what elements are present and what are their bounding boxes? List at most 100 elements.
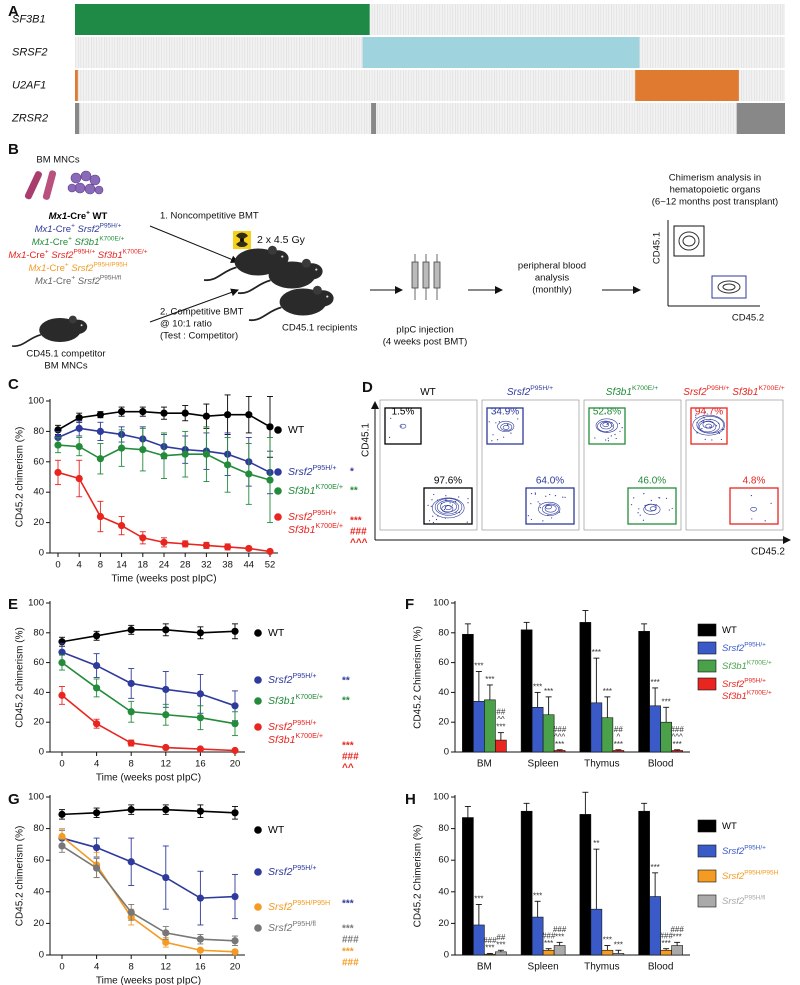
- x-tick-label: Spleen: [528, 759, 559, 770]
- legend-label-part: P95H/+: [744, 677, 766, 684]
- panel-letter: F: [405, 596, 414, 613]
- x-tick-label: Blood: [648, 759, 674, 770]
- legend-label: Sf3b1K700E/+: [268, 732, 323, 746]
- event: [638, 508, 640, 510]
- point: [93, 632, 101, 640]
- gate: [486, 407, 524, 445]
- gate-percent: 52.8%: [593, 407, 621, 418]
- point: [96, 411, 104, 419]
- point: [127, 679, 135, 688]
- significance: **: [342, 696, 350, 707]
- error-bar: [582, 791, 589, 815]
- point: [162, 626, 170, 634]
- event: [467, 502, 469, 504]
- point: [75, 474, 83, 483]
- event: [709, 418, 711, 420]
- y-tick-label: 60: [33, 456, 44, 467]
- y-tick-label: 0: [444, 950, 449, 961]
- y-tick-label: 100: [28, 792, 44, 803]
- legend-swatch: [697, 819, 717, 833]
- genotype-part: -Cre: [26, 250, 44, 261]
- legend-label-part: Srsf2: [722, 871, 745, 882]
- point: [196, 745, 204, 753]
- gate-percent: 46.0%: [638, 476, 666, 487]
- event: [527, 515, 529, 517]
- panel-letter: G: [8, 791, 20, 808]
- event: [534, 492, 536, 494]
- genotype-part: P95H/fl: [100, 274, 121, 281]
- cell-icon: [67, 170, 104, 195]
- y-tick-label: 20: [33, 918, 44, 929]
- significance: ###: [670, 725, 684, 734]
- y-tick-label: 40: [33, 886, 44, 897]
- gate-percent: 1.5%: [392, 407, 415, 418]
- significance: ***: [342, 924, 354, 935]
- legend-label: Srsf2P95H/P95H: [722, 869, 779, 881]
- event: [496, 439, 499, 441]
- legend-label-part: K700E/+: [747, 689, 772, 696]
- point: [58, 810, 66, 818]
- legend-label-part: WT: [722, 625, 737, 636]
- legend-label: Sf3b1K700E/+: [268, 693, 323, 707]
- x-tick-label: Spleen: [528, 962, 559, 973]
- significance: ***: [342, 741, 354, 752]
- legend-label-part: Srsf2: [722, 896, 745, 907]
- point: [96, 512, 104, 521]
- point: [196, 690, 204, 698]
- event: [711, 439, 713, 441]
- bar: [612, 953, 625, 956]
- event: [642, 519, 645, 521]
- contour: [439, 501, 457, 513]
- genotype: Mx1-Cre+ Srsf2P95H/+ Sf3b1K700E/+: [8, 248, 147, 260]
- x-tick-label: 24: [159, 560, 170, 571]
- genotype-part: Mx1: [28, 263, 46, 274]
- contour: [699, 421, 717, 433]
- point: [245, 470, 253, 478]
- y-tick-label: 0: [39, 548, 44, 559]
- y-axis-label: CD45.2 chimerism (%): [15, 427, 26, 528]
- bar: [638, 810, 650, 956]
- genotype-part: -Cre: [46, 263, 64, 274]
- legend-label-part: Sf3b1: [268, 695, 295, 707]
- genotype-part: Mx1: [35, 224, 53, 235]
- series-line: [61, 808, 236, 816]
- y-tick-label: 40: [33, 487, 44, 498]
- event: [431, 499, 433, 501]
- event: [542, 520, 544, 522]
- gene-label: SF3B1: [12, 13, 46, 25]
- label: hematopoietic organs: [670, 185, 761, 196]
- significance: ***: [474, 895, 483, 904]
- mouse-icon: [248, 285, 334, 322]
- legend-label: Srsf2P95H/+: [288, 509, 336, 523]
- event: [530, 493, 533, 495]
- event: [718, 422, 720, 424]
- x-tick-label: 20: [230, 759, 241, 770]
- point: [93, 661, 101, 670]
- mouse-eye: [315, 268, 318, 271]
- y-axis-label: CD45.2 Chimerism (%): [413, 825, 424, 928]
- alteration: [362, 37, 640, 68]
- error-bar: [593, 657, 600, 703]
- label: BM MNCs: [36, 155, 80, 166]
- event: [454, 500, 457, 503]
- event: [643, 493, 645, 495]
- mouse-icon: [237, 258, 323, 295]
- event: [455, 511, 457, 514]
- bar: [601, 949, 614, 956]
- event: [655, 504, 657, 506]
- error-bar: [674, 941, 681, 946]
- event: [488, 421, 490, 423]
- x-axis-label: Time (weeks post pIpC): [96, 976, 201, 985]
- significance: *: [350, 467, 354, 478]
- event: [696, 431, 698, 433]
- significance: ***: [661, 939, 670, 948]
- point: [231, 892, 239, 901]
- contour: [502, 425, 510, 430]
- error-bar: [545, 696, 552, 715]
- legend-label-part: Srsf2: [268, 721, 293, 733]
- gate: [423, 487, 473, 525]
- flow-title-part: Srsf2: [507, 387, 531, 398]
- event: [445, 495, 447, 497]
- point: [245, 544, 253, 553]
- event: [606, 431, 608, 433]
